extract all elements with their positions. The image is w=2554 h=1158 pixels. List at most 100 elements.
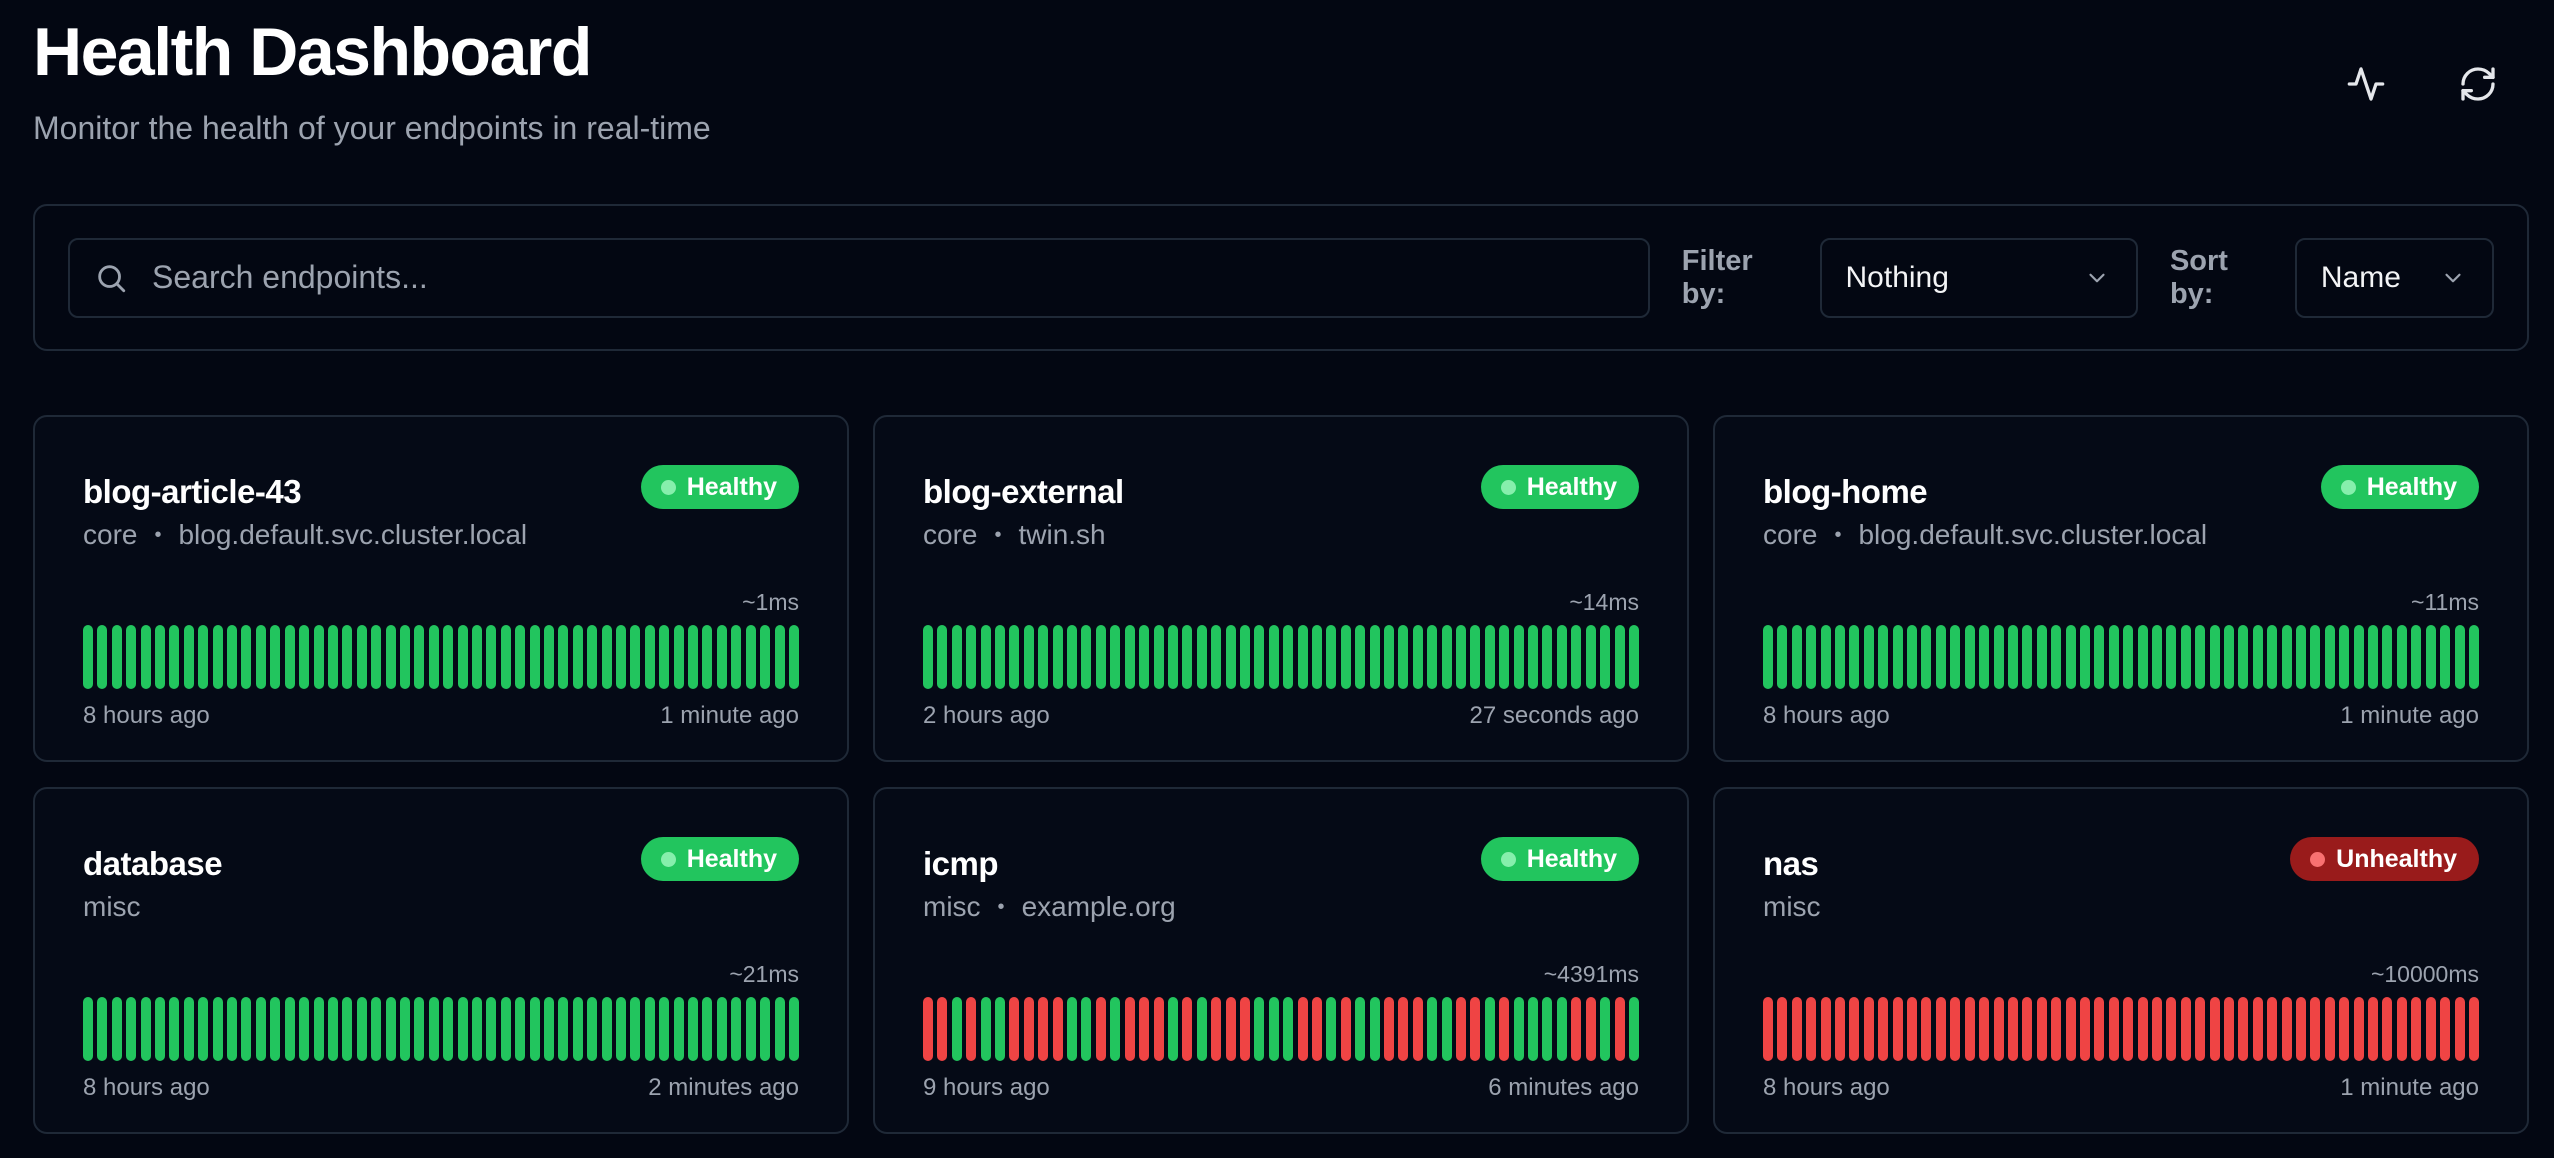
result-bar-success[interactable]	[2195, 625, 2206, 689]
result-bar-success[interactable]	[1791, 625, 1802, 689]
result-bar-success[interactable]	[2252, 625, 2263, 689]
result-bar-success[interactable]	[1528, 625, 1539, 689]
result-bar-success[interactable]	[1067, 997, 1078, 1061]
result-bar-success[interactable]	[327, 625, 338, 689]
result-bar-success[interactable]	[1153, 625, 1164, 689]
result-bar-failure[interactable]	[1052, 997, 1063, 1061]
result-bar-success[interactable]	[1571, 625, 1582, 689]
result-bar-success[interactable]	[745, 997, 756, 1061]
result-bar-failure[interactable]	[2065, 997, 2076, 1061]
endpoint-name[interactable]: blog-home	[1763, 473, 1928, 510]
result-bar-failure[interactable]	[2454, 997, 2465, 1061]
endpoint-card[interactable]: blog-external core • twin.sh Healthy ~14…	[873, 415, 1689, 762]
result-bar-success[interactable]	[399, 625, 410, 689]
result-bar-success[interactable]	[1892, 625, 1903, 689]
result-bar-success[interactable]	[1835, 625, 1846, 689]
result-bar-success[interactable]	[385, 997, 396, 1061]
result-bar-success[interactable]	[457, 997, 468, 1061]
result-bar-success[interactable]	[1600, 625, 1611, 689]
result-bar-success[interactable]	[155, 625, 166, 689]
result-bar-success[interactable]	[471, 625, 482, 689]
result-bar-success[interactable]	[1268, 997, 1279, 1061]
result-bar-success[interactable]	[716, 625, 727, 689]
result-bar-success[interactable]	[1225, 625, 1236, 689]
result-bar-success[interactable]	[1950, 625, 1961, 689]
result-bar-failure[interactable]	[2281, 997, 2292, 1061]
result-bar-failure[interactable]	[1820, 997, 1831, 1061]
result-bar-success[interactable]	[2022, 625, 2033, 689]
endpoint-name[interactable]: blog-external	[923, 473, 1124, 510]
result-bar-success[interactable]	[284, 997, 295, 1061]
result-bar-failure[interactable]	[2123, 997, 2134, 1061]
result-bar-failure[interactable]	[2238, 997, 2249, 1061]
result-bar-success[interactable]	[673, 997, 684, 1061]
result-bar-success[interactable]	[457, 625, 468, 689]
result-bar-success[interactable]	[2094, 625, 2105, 689]
result-bar-failure[interactable]	[2036, 997, 2047, 1061]
result-bar-success[interactable]	[951, 997, 962, 1061]
result-bar-success[interactable]	[1052, 625, 1063, 689]
result-bar-success[interactable]	[1628, 997, 1639, 1061]
result-bar-success[interactable]	[241, 997, 252, 1061]
result-bar-success[interactable]	[2007, 625, 2018, 689]
search-input[interactable]	[152, 239, 1648, 316]
result-bar-success[interactable]	[111, 997, 122, 1061]
result-bar-success[interactable]	[1340, 625, 1351, 689]
result-bar-success[interactable]	[500, 997, 511, 1061]
result-bar-success[interactable]	[1369, 997, 1380, 1061]
result-bar-failure[interactable]	[1863, 997, 1874, 1061]
result-bar-success[interactable]	[2411, 625, 2422, 689]
result-bar-success[interactable]	[2382, 625, 2393, 689]
result-bar-success[interactable]	[1427, 997, 1438, 1061]
result-bar-success[interactable]	[1777, 625, 1788, 689]
result-bar-success[interactable]	[2224, 625, 2234, 689]
result-bar-success[interactable]	[385, 625, 396, 689]
endpoint-name[interactable]: icmp	[923, 845, 999, 882]
result-bar-success[interactable]	[1499, 625, 1510, 689]
result-bar-failure[interactable]	[2137, 997, 2148, 1061]
result-bar-success[interactable]	[1993, 625, 2004, 689]
result-bar-success[interactable]	[572, 625, 583, 689]
result-bar-success[interactable]	[2166, 625, 2177, 689]
result-bar-success[interactable]	[1484, 997, 1495, 1061]
result-bar-success[interactable]	[1384, 625, 1394, 689]
result-bar-success[interactable]	[356, 997, 367, 1061]
result-bar-success[interactable]	[630, 625, 641, 689]
result-bar-success[interactable]	[1023, 625, 1034, 689]
result-bar-success[interactable]	[227, 625, 238, 689]
result-bar-failure[interactable]	[1470, 997, 1481, 1061]
result-bar-success[interactable]	[1110, 625, 1121, 689]
result-bar-success[interactable]	[414, 625, 425, 689]
result-bar-success[interactable]	[313, 625, 324, 689]
result-bar-failure[interactable]	[2310, 997, 2321, 1061]
result-bar-success[interactable]	[688, 997, 699, 1061]
result-bar-failure[interactable]	[1153, 997, 1164, 1061]
result-bar-success[interactable]	[951, 625, 962, 689]
result-bar-success[interactable]	[644, 625, 655, 689]
result-bar-success[interactable]	[356, 625, 367, 689]
result-bar-failure[interactable]	[1139, 997, 1150, 1061]
result-bar-success[interactable]	[788, 625, 799, 689]
result-bar-failure[interactable]	[1225, 997, 1236, 1061]
result-bar-failure[interactable]	[2094, 997, 2105, 1061]
result-bar-success[interactable]	[1139, 625, 1150, 689]
result-bar-failure[interactable]	[1763, 997, 1773, 1061]
result-bar-failure[interactable]	[1398, 997, 1409, 1061]
result-bar-success[interactable]	[1239, 625, 1250, 689]
result-bar-success[interactable]	[1326, 625, 1337, 689]
result-bar-success[interactable]	[630, 997, 641, 1061]
result-bar-success[interactable]	[1081, 997, 1092, 1061]
result-bar-failure[interactable]	[2180, 997, 2191, 1061]
result-bar-success[interactable]	[342, 625, 353, 689]
result-bar-success[interactable]	[2051, 625, 2062, 689]
result-bar-success[interactable]	[212, 997, 223, 1061]
result-bar-success[interactable]	[1196, 997, 1207, 1061]
result-bar-success[interactable]	[2065, 625, 2076, 689]
result-bar-failure[interactable]	[1964, 997, 1975, 1061]
result-bar-failure[interactable]	[1907, 997, 1918, 1061]
result-bar-success[interactable]	[745, 625, 756, 689]
result-bar-success[interactable]	[2440, 625, 2451, 689]
result-bar-success[interactable]	[1297, 625, 1308, 689]
result-bar-success[interactable]	[980, 997, 991, 1061]
result-bar-success[interactable]	[2468, 625, 2479, 689]
